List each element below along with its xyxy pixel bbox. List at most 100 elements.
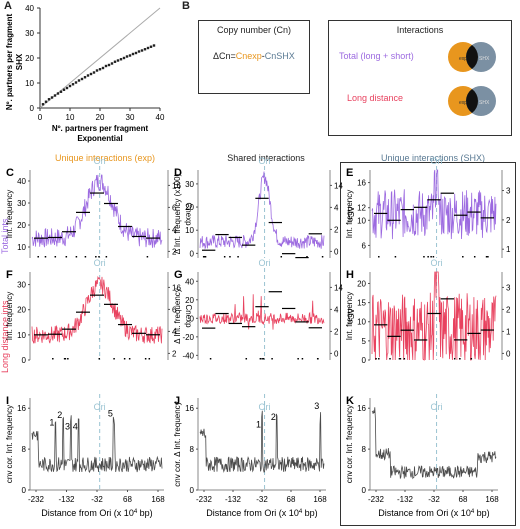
panel-g-marker [261, 358, 263, 360]
panel-c-ytick-label: 20 [17, 221, 26, 230]
panel-j-xtick-label: 168 [313, 495, 327, 504]
panel-k-ori-label: Ori [431, 402, 443, 412]
panel-h: H Int. frequency 0 5 10 15 20 0 1 2 3 CnSHX Ori [345, 258, 520, 365]
col-header-middle: Shared interactions [227, 153, 305, 163]
panel-f-marker [67, 358, 69, 360]
panel-a-ytick-label: 30 [25, 29, 34, 38]
panel-f-marker [128, 358, 131, 360]
panel-f-ytick-label: 20 [17, 306, 26, 315]
panel-a-xtick-label: 0 [38, 113, 43, 122]
panel-e-ytick-label: 16 [357, 179, 366, 188]
panel-j-xtick-label: -232 [196, 495, 213, 504]
panel-g-ylabel: Δ Int. frequency [173, 288, 182, 344]
panel-i-ylabel: cnv cor. Int. frequency [5, 405, 14, 483]
panel-j-xtick-label: -132 [225, 495, 242, 504]
panel-e-ytick-label: 10 [357, 216, 366, 225]
panel-a-point [41, 103, 45, 106]
panel-d-marker [202, 256, 205, 258]
panel-i-xlabel: Distance from Ori (x 104 bp) [41, 508, 152, 518]
panel-j-ytick-label: 8 [190, 445, 195, 454]
panel-a-point [65, 86, 69, 90]
panel-g-marker [262, 358, 265, 360]
panel-c-rtick-label: 16 [172, 181, 181, 190]
panel-j-trace [199, 410, 325, 473]
panel-c-trace [31, 174, 163, 248]
panel-a-point [149, 45, 153, 48]
panel-c-ylabel: Int. frequency [5, 190, 14, 238]
panel-d-marker [229, 256, 231, 258]
panel-a-point [125, 55, 129, 58]
panel-f-label: F [6, 269, 13, 281]
panel-a-point [56, 92, 60, 95]
panel-d-ytick-label: 20 [185, 203, 194, 212]
panel-e-rtick-label: 2 [506, 216, 511, 225]
panel-f-ytick-label: 0 [22, 356, 27, 365]
panel-e-rtick-label: 1 [506, 245, 511, 254]
copy-number-box: Copy number (Cn) ΔCn=Cnexp-CnSHX [198, 20, 310, 94]
panel-d-marker [321, 256, 324, 258]
panel-g-label: G [174, 269, 183, 281]
panel-a-ytick-label: 10 [25, 79, 34, 88]
panel-g-marker [259, 358, 262, 360]
panel-e-marker [423, 256, 425, 258]
panel-j-ytick-label: 16 [185, 404, 194, 413]
panel-g-rtick-label: 4 [334, 305, 339, 314]
panel-i-trace [31, 415, 163, 473]
panel-a-point [92, 71, 96, 74]
panel-k-xtick-label: 68 [459, 495, 468, 504]
panel-h-marker [470, 358, 473, 360]
panel-c-marker [98, 256, 100, 258]
venn-total-overlap [466, 45, 478, 69]
panel-c-marker [84, 256, 87, 258]
panel-i-xtick-label: -32 [91, 495, 103, 504]
panel-i-peak-label: 4 [73, 421, 78, 431]
panel-e-marker [432, 256, 435, 258]
panel-d-marker [237, 256, 239, 258]
panel-a-point [77, 79, 81, 82]
panel-h-marker [389, 358, 391, 360]
panel-i-peak-label: 2 [57, 410, 62, 420]
shx-column-box [340, 162, 516, 526]
panel-h-marker [375, 358, 377, 360]
panel-a-point [95, 69, 99, 72]
col-header-left: Unique interactions (exp) [54, 153, 156, 163]
panel-i-ytick-label: 0 [22, 486, 27, 495]
panel-a-point [59, 90, 63, 93]
panel-f-ytick-label: 30 [17, 281, 26, 290]
panel-a-point [128, 54, 132, 57]
panel-g-ytick-label: -40 [182, 351, 194, 360]
panel-k-xlabel: Distance from Ori (x 104 bp) [378, 508, 489, 518]
panel-h-rtick-label: 3 [506, 283, 511, 292]
panel-g-rtick-label: 14 [334, 283, 343, 292]
panel-j-xtick-label: 68 [287, 495, 296, 504]
interactions-box: Interactions Total (long + short) Long d… [328, 20, 512, 136]
panel-a-point [116, 59, 120, 62]
panel-a-point [62, 88, 66, 91]
total-label: Total (long + short) [339, 51, 414, 61]
venn-total-shx-label: SHX [479, 56, 490, 62]
panel-a-point [122, 56, 126, 60]
interactions-title: Interactions [396, 25, 444, 35]
panel-f-rtick-label: 6 [172, 305, 177, 314]
panel-e-ytick-label: 6 [362, 241, 367, 250]
panel-d-ytick-label: 0 [190, 249, 195, 258]
venn-total-exp-label: exp [459, 56, 467, 62]
panel-d-ytick-label: 30 [185, 180, 194, 189]
panel-e-rlabel: CnSHX [518, 201, 520, 228]
panel-a-point [152, 44, 156, 47]
panel-j-peak-label: 3 [314, 401, 319, 411]
panel-i-xtick-label: 168 [151, 495, 165, 504]
panel-c-rlabel: Cnexp [184, 202, 193, 226]
panel-i-ytick-label: 8 [22, 445, 27, 454]
panel-f-marker [148, 358, 151, 360]
panel-g-rtick-label: 0 [334, 349, 339, 358]
panel-d-ylabel: Δ Int. frequency (x100) [173, 173, 182, 254]
panel-h-marker [403, 358, 406, 360]
panel-e-ytick-label: 12 [357, 204, 366, 213]
panel-h-rlabel: CnSHX [518, 303, 520, 330]
panel-h-marker [453, 358, 456, 360]
panel-f-ytick-label: 10 [17, 331, 26, 340]
